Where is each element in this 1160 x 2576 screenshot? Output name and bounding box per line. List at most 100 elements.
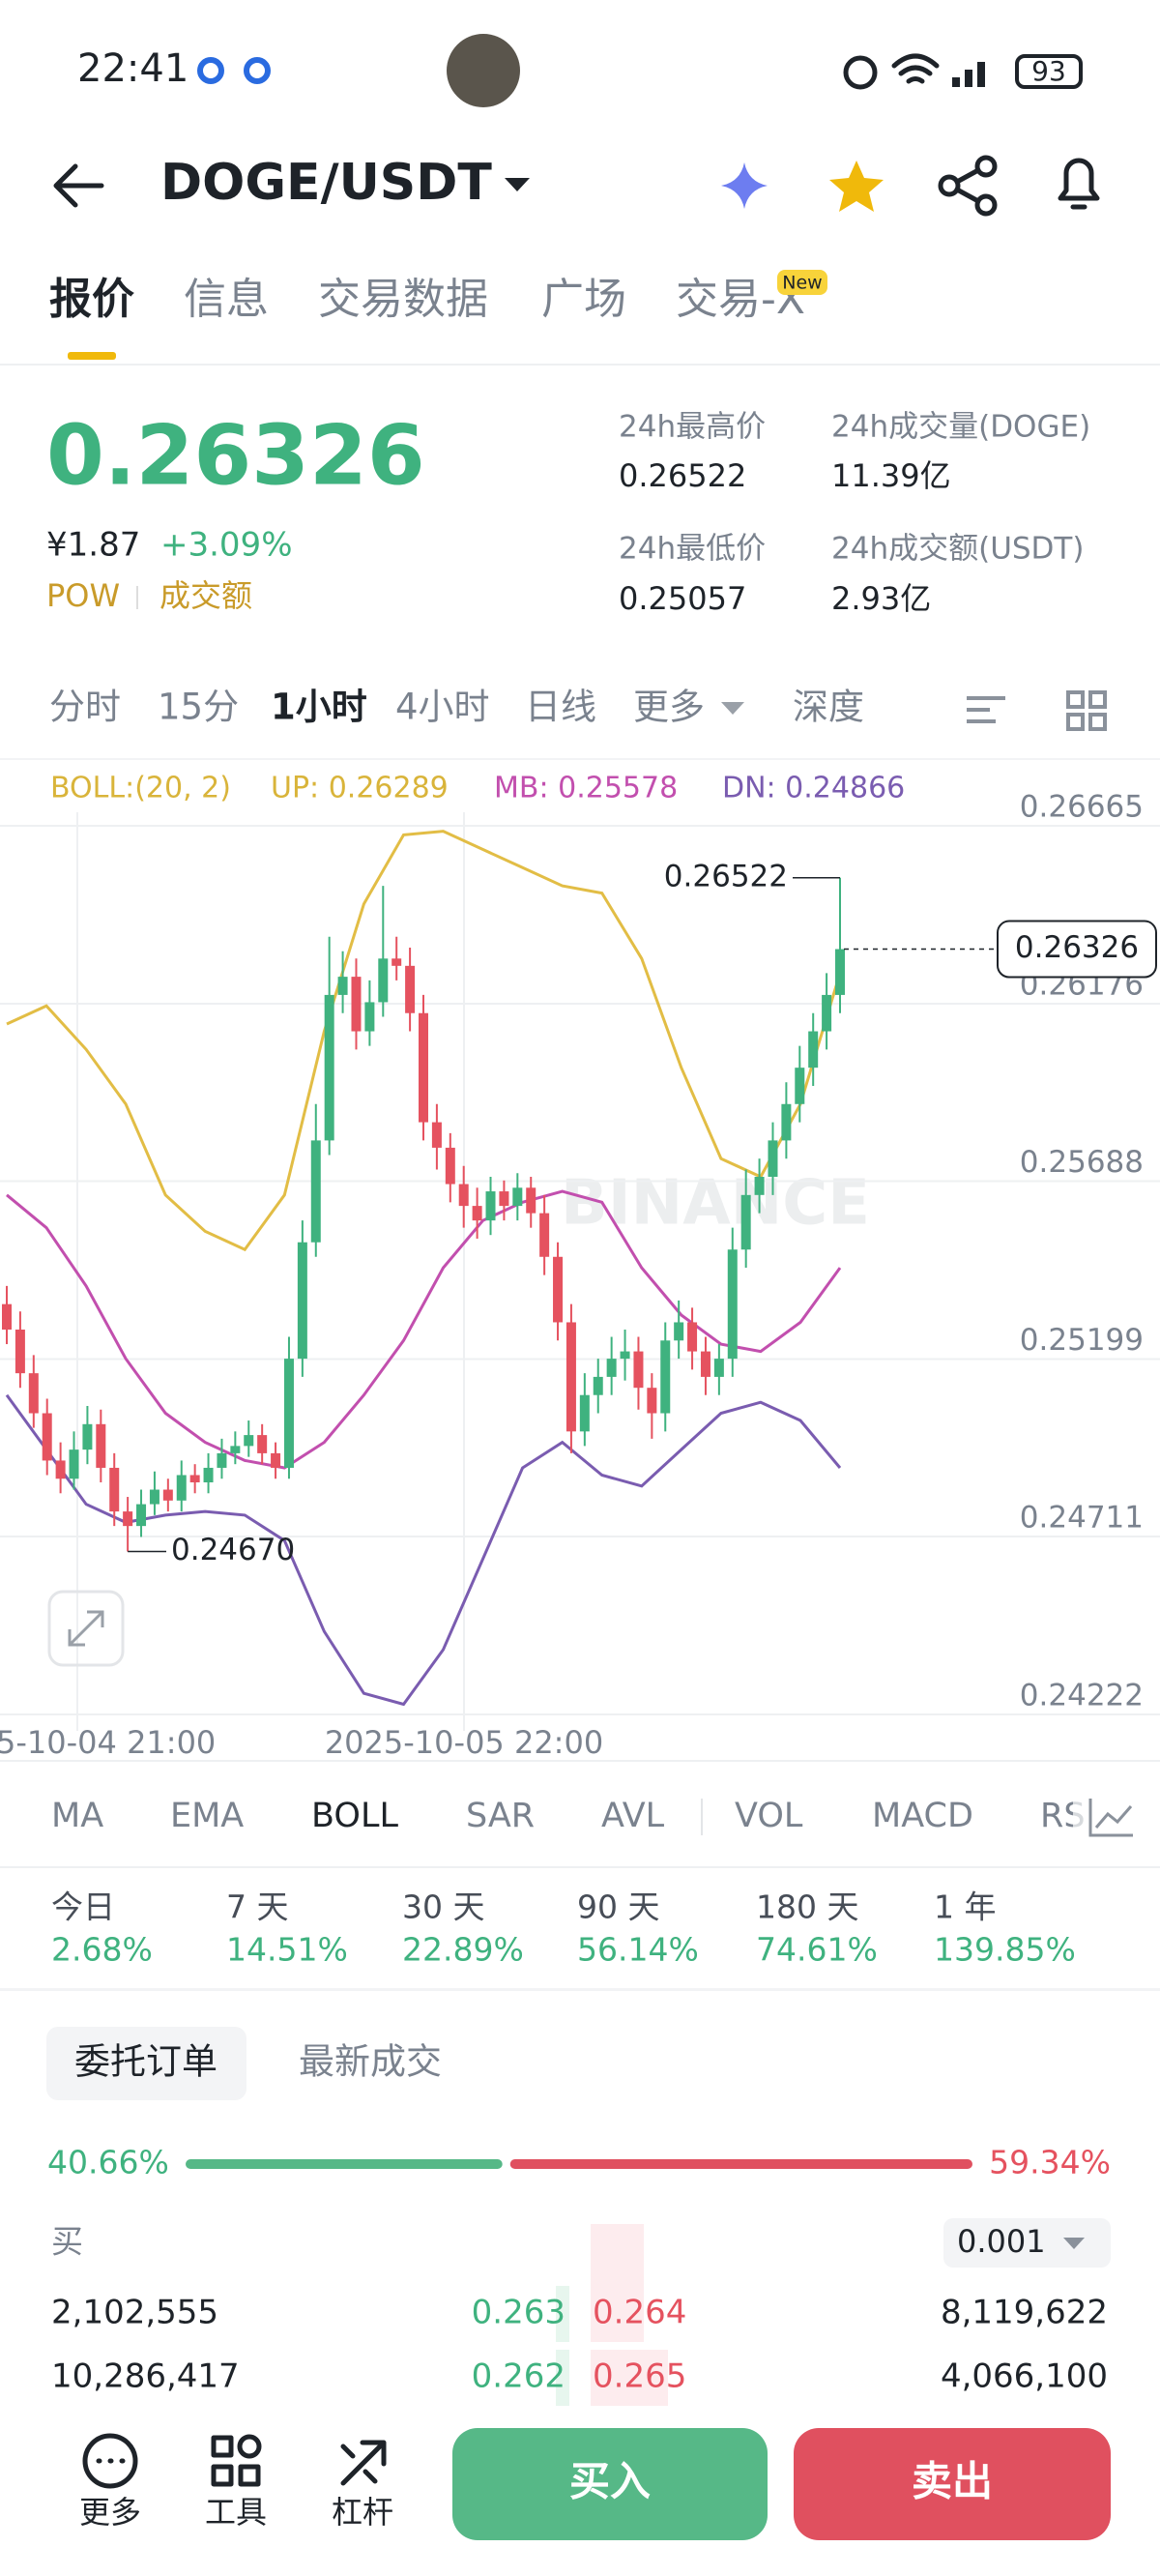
candle-body: [271, 1452, 281, 1468]
candle-body: [835, 949, 845, 995]
indicator[interactable]: AVL: [601, 1797, 665, 1835]
candle-body: [754, 1177, 765, 1195]
tool-label[interactable]: 杠杆: [332, 2494, 393, 2531]
stat-value: 2.93亿: [831, 580, 931, 617]
period-change: 139.85%: [934, 1931, 1076, 1969]
last-price: 0.26326: [46, 407, 425, 504]
interval[interactable]: 1小时: [271, 687, 367, 728]
period-change: 74.61%: [756, 1931, 878, 1969]
avatar: [447, 34, 520, 107]
y-tick-label: 0.24222: [1020, 1679, 1144, 1713]
back-button[interactable]: [53, 163, 104, 208]
candle-body: [647, 1388, 657, 1414]
period-change: 2.68%: [51, 1931, 153, 1969]
leverage-icon[interactable]: [340, 2440, 387, 2486]
ask-qty: 8,119,622: [941, 2294, 1108, 2332]
more-dropdown[interactable]: [721, 702, 744, 715]
indicator[interactable]: BOLL: [311, 1797, 398, 1835]
candle-body: [808, 1031, 819, 1068]
period-label: 1 年: [934, 1888, 997, 1926]
stat-label: 24h最低价: [619, 532, 766, 567]
interval[interactable]: 15分: [158, 687, 239, 728]
bid-price: 0.263: [472, 2294, 566, 2332]
candle-body: [674, 1322, 684, 1341]
indicator[interactable]: MACD: [872, 1797, 973, 1835]
candle-body: [176, 1475, 187, 1501]
interval[interactable]: 更多: [633, 687, 705, 728]
tab[interactable]: 交易数据: [318, 275, 488, 324]
boll-line: [6, 830, 842, 1252]
candle-body: [606, 1359, 617, 1377]
indicator[interactable]: SAR: [466, 1797, 535, 1835]
more-icon[interactable]: [82, 2433, 138, 2489]
interval[interactable]: 深度: [793, 687, 864, 728]
indicator-settings[interactable]: [1088, 1799, 1133, 1837]
tool-label[interactable]: 更多: [79, 2494, 141, 2531]
share-button[interactable]: [938, 155, 998, 217]
interval[interactable]: 4小时: [395, 687, 490, 728]
sell-button[interactable]: [794, 2428, 1111, 2540]
stat-label: 24h成交额(USDT): [831, 532, 1084, 567]
buy-button[interactable]: [452, 2428, 768, 2540]
tool-label[interactable]: 工具: [205, 2494, 267, 2531]
interval[interactable]: 分时: [49, 687, 121, 728]
candle-body: [351, 977, 362, 1032]
expand-button[interactable]: [47, 1590, 125, 1667]
candle-body: [431, 1122, 442, 1148]
period-change: 22.89%: [402, 1931, 524, 1969]
tab[interactable]: 报价: [49, 275, 134, 324]
tools-icon[interactable]: [211, 2434, 262, 2487]
legend: UP: 0.26289: [271, 772, 449, 805]
layout-button[interactable]: [1066, 690, 1107, 731]
indicator[interactable]: VOL: [735, 1797, 803, 1835]
step-select[interactable]: [943, 2218, 1111, 2268]
time-label: 5-10-04 21:00: [0, 1724, 216, 1761]
settings-button[interactable]: [967, 696, 1005, 723]
book-header: 买: [51, 2223, 83, 2261]
order-tab[interactable]: 委托订单: [74, 2041, 218, 2083]
high-marker: 0.26522: [664, 859, 788, 893]
ai-button[interactable]: [721, 162, 768, 209]
favorite-button[interactable]: [829, 161, 884, 212]
tag[interactable]: POW: [46, 577, 120, 614]
period-label: 30 天: [402, 1888, 484, 1926]
interval[interactable]: 日线: [525, 687, 596, 728]
candle-body: [405, 965, 416, 1013]
tab-indicator: [68, 352, 116, 360]
order-tab[interactable]: 最新成交: [299, 2041, 442, 2083]
alert-button[interactable]: [1058, 158, 1100, 210]
new-badge: [777, 270, 827, 295]
stat-value: 0.25057: [619, 580, 746, 617]
indicator[interactable]: EMA: [170, 1797, 244, 1835]
buy-ratio: 40.66%: [47, 2144, 169, 2181]
depth-bg: [591, 2350, 668, 2406]
alarm-icon: [843, 55, 878, 90]
buy-share: [186, 2159, 503, 2169]
candle-body: [445, 1147, 455, 1185]
candle-body: [42, 1413, 52, 1461]
depth-bg: [556, 2350, 569, 2406]
pair-dropdown[interactable]: [505, 178, 530, 191]
candle-body: [244, 1435, 254, 1447]
candle-body: [28, 1373, 39, 1414]
clock: 22:41: [77, 46, 188, 91]
candle-body: [419, 1012, 428, 1123]
expand-icon: [68, 1610, 104, 1647]
candle-body: [189, 1475, 200, 1482]
battery-level: 93: [1031, 55, 1066, 87]
watermark: BINANCE: [561, 1168, 870, 1240]
tab-bg: [46, 2027, 246, 2100]
step-value: 0.001: [957, 2223, 1046, 2260]
indicator[interactable]: MA: [51, 1797, 103, 1835]
tab[interactable]: 广场: [541, 275, 626, 324]
time-label: 2025-10-05 22:00: [325, 1724, 603, 1761]
y-tick-label: 0.24711: [1020, 1501, 1144, 1536]
performance: 今日 2.68% 7 天 14.51% 30 天 22.89% 90 天 56.14% 180 …: [51, 1888, 1076, 1969]
tab[interactable]: 信息: [184, 275, 269, 324]
tag[interactable]: 成交额: [160, 577, 252, 614]
candle-body: [14, 1330, 25, 1374]
candle-body: [217, 1452, 227, 1468]
candle-body: [55, 1460, 66, 1479]
pair-title[interactable]: DOGE/USDT: [160, 154, 492, 212]
